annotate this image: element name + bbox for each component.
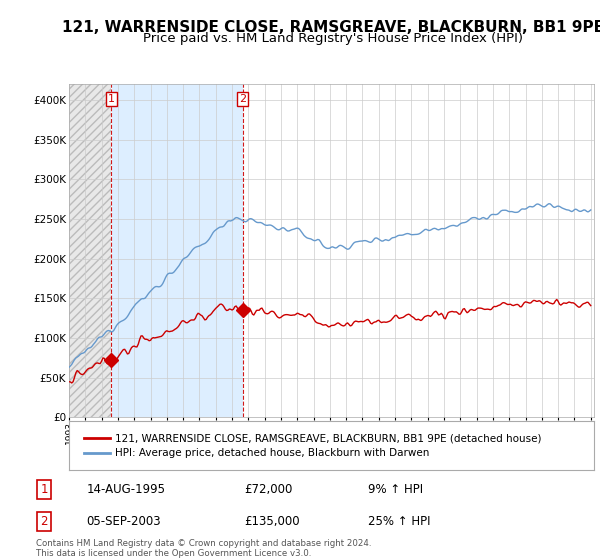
Text: £135,000: £135,000 <box>244 515 300 528</box>
Text: 121, WARRENSIDE CLOSE, RAMSGREAVE, BLACKBURN, BB1 9PE: 121, WARRENSIDE CLOSE, RAMSGREAVE, BLACK… <box>62 20 600 35</box>
Text: Contains HM Land Registry data © Crown copyright and database right 2024.
This d: Contains HM Land Registry data © Crown c… <box>35 539 371 558</box>
Text: 25% ↑ HPI: 25% ↑ HPI <box>368 515 431 528</box>
Text: Price paid vs. HM Land Registry's House Price Index (HPI): Price paid vs. HM Land Registry's House … <box>143 32 523 45</box>
Text: 9% ↑ HPI: 9% ↑ HPI <box>368 483 424 496</box>
Text: 14-AUG-1995: 14-AUG-1995 <box>86 483 166 496</box>
Text: £72,000: £72,000 <box>244 483 293 496</box>
Text: 05-SEP-2003: 05-SEP-2003 <box>86 515 161 528</box>
Legend: 121, WARRENSIDE CLOSE, RAMSGREAVE, BLACKBURN, BB1 9PE (detached house), HPI: Ave: 121, WARRENSIDE CLOSE, RAMSGREAVE, BLACK… <box>79 429 545 463</box>
Text: 2: 2 <box>239 94 247 104</box>
Text: 1: 1 <box>107 94 115 104</box>
Text: 1: 1 <box>40 483 48 496</box>
Text: 2: 2 <box>40 515 48 528</box>
